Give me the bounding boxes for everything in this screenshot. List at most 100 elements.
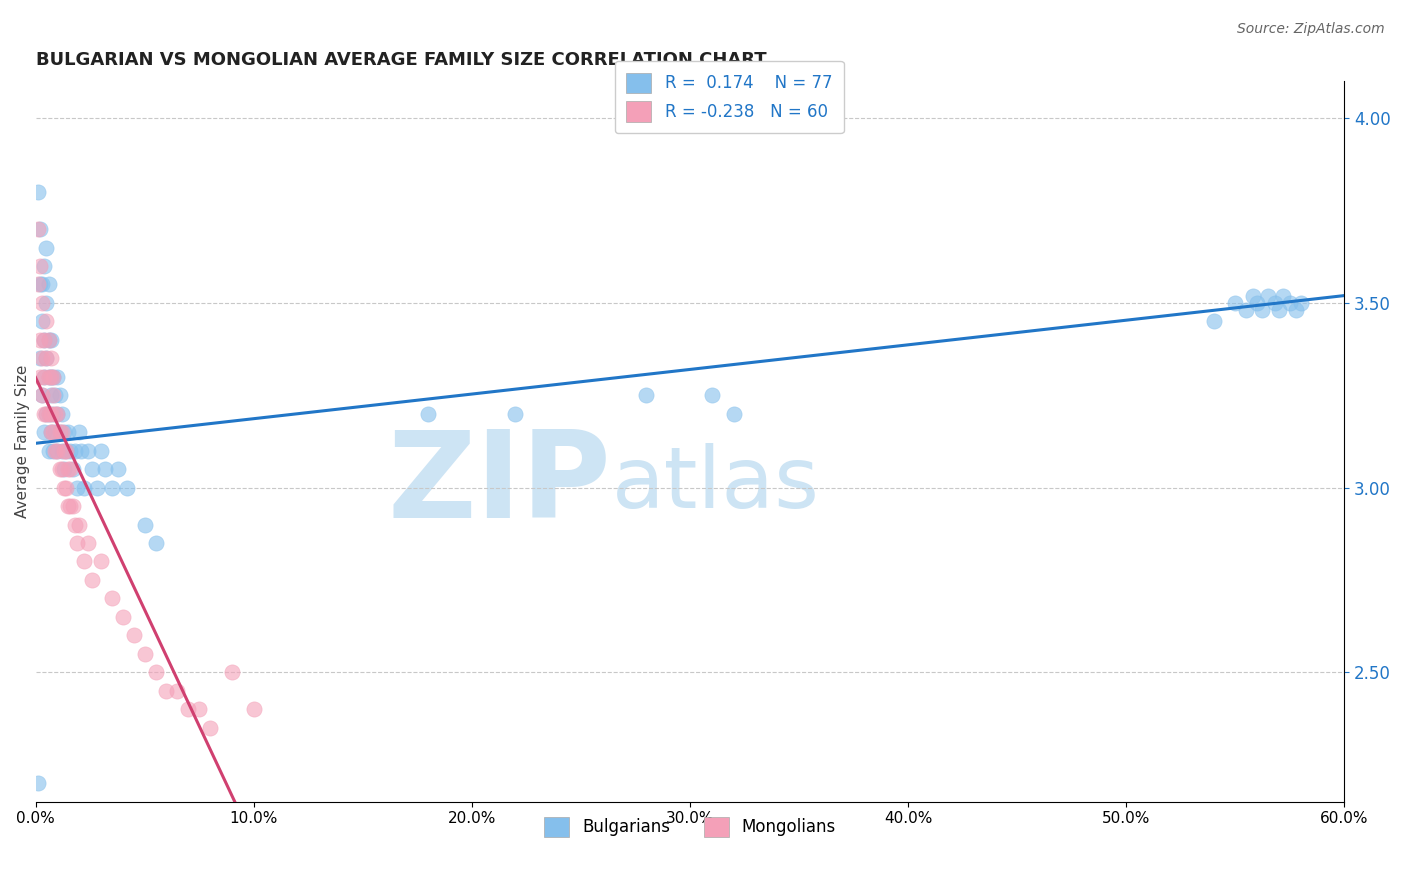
- Point: [177, 702, 200, 716]
- Point: [67, 425, 90, 440]
- Point: [31, 351, 53, 366]
- Point: [62, 499, 84, 513]
- Point: [66, 481, 89, 495]
- Point: [111, 610, 134, 624]
- Point: [52, 462, 75, 476]
- Point: [46, 443, 69, 458]
- Point: [38, 369, 60, 384]
- Point: [1278, 296, 1301, 310]
- Point: [35, 314, 58, 328]
- Point: [77, 536, 100, 550]
- Point: [66, 536, 89, 550]
- Point: [38, 443, 60, 458]
- Point: [46, 443, 69, 458]
- Point: [101, 481, 124, 495]
- Point: [31, 314, 53, 328]
- Point: [72, 481, 94, 495]
- Point: [122, 628, 145, 642]
- Point: [38, 369, 60, 384]
- Text: atlas: atlas: [612, 443, 820, 526]
- Legend: Bulgarians, Mongolians: Bulgarians, Mongolians: [537, 810, 842, 844]
- Point: [90, 554, 112, 568]
- Point: [39, 407, 62, 421]
- Point: [44, 425, 66, 440]
- Point: [67, 517, 90, 532]
- Point: [94, 462, 117, 476]
- Point: [32, 407, 55, 421]
- Point: [700, 388, 723, 402]
- Point: [63, 517, 86, 532]
- Point: [52, 481, 75, 495]
- Point: [51, 407, 73, 421]
- Point: [44, 443, 66, 458]
- Point: [145, 665, 167, 680]
- Point: [51, 462, 73, 476]
- Point: [42, 369, 65, 384]
- Point: [90, 443, 112, 458]
- Point: [28, 277, 51, 292]
- Point: [58, 499, 80, 513]
- Point: [115, 481, 138, 495]
- Point: [28, 222, 51, 236]
- Point: [27, 277, 49, 292]
- Point: [1202, 314, 1225, 328]
- Point: [46, 407, 69, 421]
- Point: [59, 443, 82, 458]
- Point: [44, 388, 66, 402]
- Point: [51, 443, 73, 458]
- Point: [32, 369, 55, 384]
- Point: [42, 388, 65, 402]
- Point: [55, 481, 77, 495]
- Point: [27, 776, 49, 790]
- Point: [242, 702, 264, 716]
- Point: [48, 425, 70, 440]
- Text: ZIP: ZIP: [388, 426, 612, 543]
- Point: [59, 499, 82, 513]
- Point: [39, 351, 62, 366]
- Point: [38, 407, 60, 421]
- Point: [1241, 288, 1264, 302]
- Point: [221, 665, 243, 680]
- Point: [32, 369, 55, 384]
- Point: [42, 407, 65, 421]
- Point: [55, 443, 77, 458]
- Point: [38, 333, 60, 347]
- Point: [28, 351, 51, 366]
- Point: [39, 425, 62, 440]
- Point: [32, 259, 55, 273]
- Point: [31, 388, 53, 402]
- Point: [39, 333, 62, 347]
- Point: [39, 425, 62, 440]
- Point: [77, 443, 100, 458]
- Point: [1264, 296, 1286, 310]
- Point: [59, 462, 82, 476]
- Point: [82, 573, 104, 587]
- Point: [1246, 296, 1268, 310]
- Point: [35, 407, 58, 421]
- Point: [39, 369, 62, 384]
- Point: [723, 407, 745, 421]
- Point: [42, 443, 65, 458]
- Point: [145, 536, 167, 550]
- Point: [32, 425, 55, 440]
- Point: [198, 721, 221, 735]
- Point: [35, 241, 58, 255]
- Point: [35, 351, 58, 366]
- Point: [418, 407, 440, 421]
- Text: BULGARIAN VS MONGOLIAN AVERAGE FAMILY SIZE CORRELATION CHART: BULGARIAN VS MONGOLIAN AVERAGE FAMILY SI…: [35, 51, 766, 69]
- Point: [505, 407, 527, 421]
- Point: [1225, 296, 1247, 310]
- Point: [62, 462, 84, 476]
- Point: [58, 462, 80, 476]
- Point: [38, 407, 60, 421]
- Point: [636, 388, 658, 402]
- Point: [35, 407, 58, 421]
- Point: [70, 443, 93, 458]
- Point: [46, 369, 69, 384]
- Point: [46, 407, 69, 421]
- Point: [48, 388, 70, 402]
- Point: [1234, 303, 1257, 318]
- Point: [31, 277, 53, 292]
- Point: [28, 333, 51, 347]
- Point: [52, 443, 75, 458]
